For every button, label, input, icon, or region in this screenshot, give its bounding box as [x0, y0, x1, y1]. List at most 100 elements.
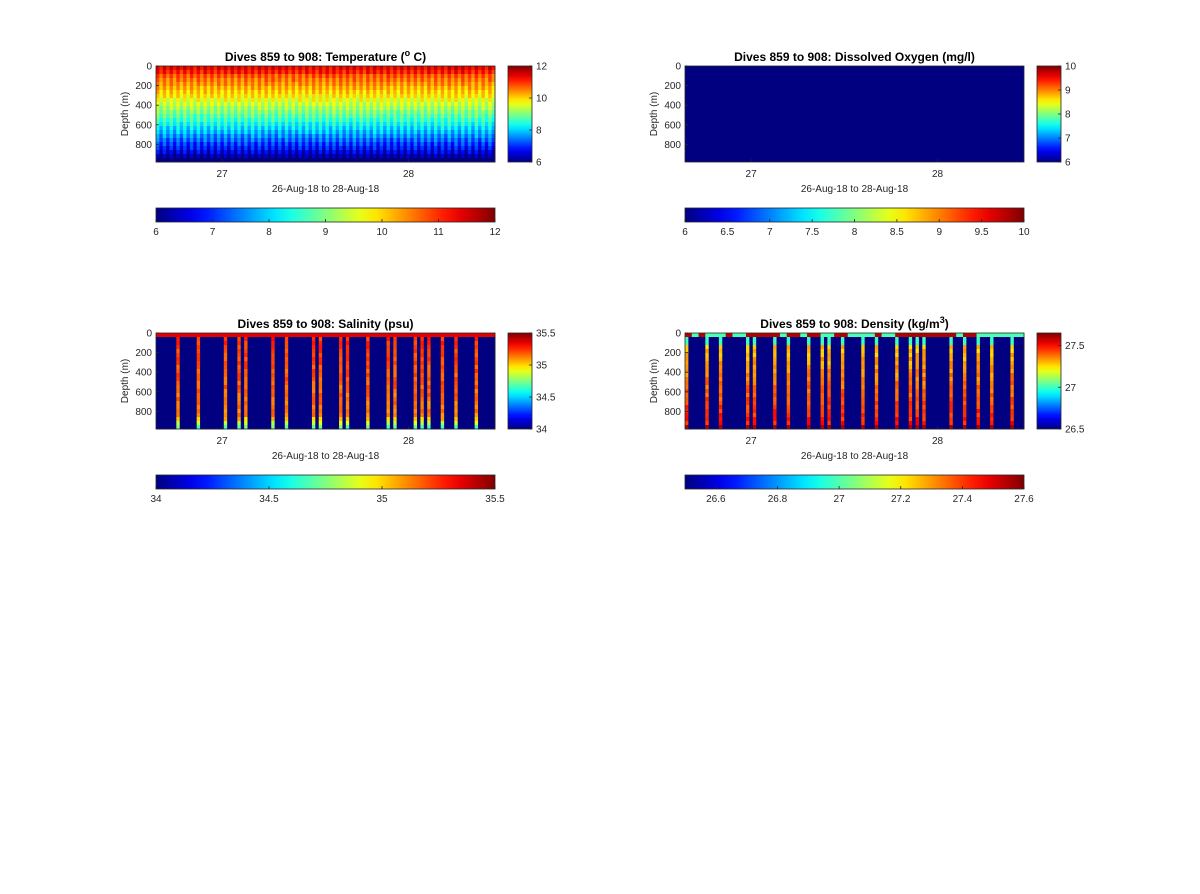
heatmap-cell — [424, 397, 428, 401]
heatmap-cell — [417, 70, 421, 74]
heatmap-cell — [349, 385, 353, 389]
heatmap-cell — [471, 138, 475, 142]
heatmap-cell — [200, 138, 204, 142]
heatmap-cell — [366, 349, 370, 353]
heatmap-cell — [346, 413, 350, 417]
heatmap-cell — [271, 405, 275, 409]
heatmap-cell — [180, 78, 184, 82]
heatmap-cell — [488, 142, 492, 146]
heatmap-cell — [275, 118, 279, 122]
heatmap-cell — [685, 341, 689, 345]
heatmap-cell — [315, 138, 319, 142]
heatmap-cell — [207, 138, 211, 142]
heatmap-cell — [326, 66, 330, 70]
heatmap-cell — [478, 401, 482, 405]
heatmap-cell — [397, 377, 401, 381]
heatmap-cell — [292, 417, 296, 421]
heatmap-cell — [471, 333, 475, 337]
heatmap-cell — [380, 341, 384, 345]
heatmap-cell — [356, 150, 360, 154]
heatmap-cell — [298, 397, 302, 401]
heatmap-cell — [288, 377, 292, 381]
heatmap-cell — [217, 413, 221, 417]
heatmap-cell — [444, 106, 448, 110]
heatmap-cell — [380, 397, 384, 401]
heatmap-cell — [302, 349, 306, 353]
heatmap-cell — [363, 413, 367, 417]
heatmap-cell — [383, 405, 387, 409]
heatmap-cell — [356, 353, 360, 357]
heatmap-cell — [258, 134, 262, 138]
heatmap-cell — [332, 78, 336, 82]
heatmap-cell — [285, 333, 289, 337]
heatmap-cell — [322, 393, 326, 397]
colorbar-tick-label: 35 — [536, 361, 548, 372]
heatmap-cell — [478, 397, 482, 401]
heatmap-cell — [444, 78, 448, 82]
heatmap-cell — [261, 381, 265, 385]
heatmap-cell — [285, 110, 289, 114]
heatmap-cell — [464, 110, 468, 114]
heatmap-cell — [414, 393, 418, 397]
heatmap-cell — [244, 333, 248, 337]
heatmap-cell — [173, 154, 177, 158]
heatmap-cell — [241, 122, 245, 126]
heatmap-cell — [275, 385, 279, 389]
heatmap-cell — [437, 421, 441, 425]
heatmap-cell — [241, 401, 245, 405]
heatmap-cell — [414, 146, 418, 150]
heatmap-cell — [444, 409, 448, 413]
heatmap-cell — [271, 349, 275, 353]
heatmap-cell — [342, 86, 346, 90]
heatmap-cell — [397, 345, 401, 349]
heatmap-cell — [268, 82, 272, 86]
heatmap-cell — [315, 345, 319, 349]
heatmap-cell — [200, 377, 204, 381]
heatmap-cell — [261, 90, 265, 94]
heatmap-cell — [400, 110, 404, 114]
x-tick-label: 27 — [217, 169, 229, 180]
colorbar-tick-label: 7 — [1065, 134, 1071, 145]
heatmap-cell — [193, 421, 197, 425]
heatmap-cell — [383, 377, 387, 381]
heatmap-cell — [159, 82, 163, 86]
heatmap-cell — [380, 333, 384, 337]
heatmap-cell — [180, 102, 184, 106]
heatmap-cell — [349, 94, 353, 98]
heatmap-cell — [309, 349, 313, 353]
heatmap-cell — [231, 154, 235, 158]
heatmap-cell — [210, 98, 214, 102]
heatmap-cell — [159, 90, 163, 94]
heatmap-cell — [437, 377, 441, 381]
heatmap-cell — [173, 146, 177, 150]
heatmap-cell — [312, 154, 316, 158]
heatmap-cell — [403, 90, 407, 94]
heatmap-cell — [481, 365, 485, 369]
heatmap-cell — [359, 381, 363, 385]
heatmap-cell — [309, 90, 313, 94]
heatmap-cell — [183, 389, 187, 393]
heatmap-cell — [431, 126, 435, 130]
heatmap-cell — [197, 150, 201, 154]
colorbar-tick-label: 35.5 — [536, 329, 556, 340]
heatmap-cell — [339, 66, 343, 70]
heatmap-cell — [292, 397, 296, 401]
heatmap-cell — [227, 369, 231, 373]
heatmap-cell — [380, 90, 384, 94]
heatmap-cell — [166, 409, 170, 413]
heatmap-cell — [217, 357, 221, 361]
heatmap-cell — [329, 154, 333, 158]
heatmap-cell — [488, 361, 492, 365]
heatmap-cell — [366, 94, 370, 98]
heatmap-cell — [471, 349, 475, 353]
heatmap-cell — [271, 94, 275, 98]
heatmap-cell — [383, 110, 387, 114]
heatmap-cell — [444, 373, 448, 377]
heatmap-cell — [417, 421, 421, 425]
heatmap-cell — [285, 90, 289, 94]
heatmap-cell — [190, 90, 194, 94]
heatmap-cell — [485, 74, 489, 78]
heatmap-cell — [441, 98, 445, 102]
heatmap-cell — [410, 341, 414, 345]
heatmap-cell — [241, 134, 245, 138]
